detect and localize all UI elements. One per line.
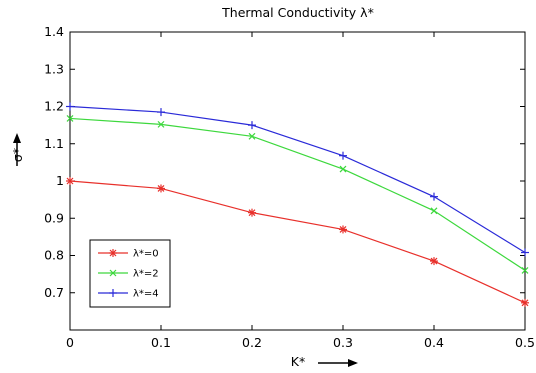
y-tick-label: 1.4 (44, 24, 64, 39)
chart-title: Thermal Conductivity λ* (221, 5, 374, 20)
data-point (339, 165, 347, 173)
x-axis-label: K* (291, 354, 305, 369)
data-point (339, 225, 347, 234)
data-point (66, 102, 74, 111)
marker-stroke (248, 209, 256, 217)
data-point (66, 114, 74, 122)
marker-stroke (521, 266, 529, 274)
legend-label: λ*=0 (133, 249, 159, 260)
data-point (248, 121, 256, 130)
series-line-1 (69, 117, 526, 271)
marker-stroke (430, 257, 438, 265)
x-axis-label-group: K* (291, 354, 358, 369)
data-point (521, 266, 529, 274)
x-axis-arrow-head (348, 359, 358, 367)
data-point (521, 298, 529, 307)
y-tick-label: 0.8 (44, 248, 64, 263)
series-line-0 (69, 180, 526, 304)
x-tick-label: 0.2 (242, 335, 262, 350)
x-axis: 0 0.1 0.2 0.3 0.4 0.5 (66, 32, 535, 350)
x-tick-label: 0.5 (515, 335, 535, 350)
legend-swatch-marker (109, 249, 117, 257)
legend-swatch-marker (109, 269, 117, 277)
data-point (157, 184, 165, 193)
marker-stroke (521, 299, 529, 307)
y-tick-label: 1.2 (44, 99, 64, 114)
series-group (66, 102, 529, 307)
y-axis-arrow-head (13, 133, 21, 143)
x-tick-label: 0.4 (424, 335, 444, 350)
data-point (521, 248, 529, 257)
marker-stroke (248, 132, 256, 140)
y-tick-label: 1.3 (44, 61, 64, 76)
y-tick-label: 1.1 (44, 136, 64, 151)
marker-stroke (157, 120, 165, 128)
marker-stroke (109, 269, 117, 277)
marker-stroke (339, 165, 347, 173)
data-point (248, 132, 256, 140)
data-point (430, 192, 438, 201)
y-tick-label: 0.7 (44, 285, 64, 300)
y-tick-label: 0.9 (44, 210, 64, 225)
series-line-2 (69, 105, 526, 254)
marker-stroke (66, 114, 74, 122)
marker-stroke (66, 177, 74, 185)
x-tick-label: 0.1 (151, 335, 171, 350)
y-axis: 0.7 0.8 0.9 1 1.1 1.2 1.3 1.4 (44, 24, 525, 300)
data-point (157, 120, 165, 128)
data-point (430, 207, 438, 215)
legend: λ*=0 λ*=2 λ*=4 (89, 239, 171, 308)
y-axis-label-group: σ* (10, 133, 25, 166)
legend-swatch-marker (109, 289, 117, 297)
marker-stroke (430, 207, 438, 215)
data-point (66, 177, 74, 185)
x-tick-label: 0.3 (333, 335, 353, 350)
x-tick-label: 0 (66, 335, 74, 350)
legend-label: λ*=2 (133, 269, 159, 280)
data-point (339, 151, 347, 160)
y-tick-label: 1 (56, 173, 64, 188)
marker-stroke (339, 226, 347, 233)
data-point (157, 108, 165, 117)
data-point (430, 257, 438, 266)
data-point (248, 208, 256, 217)
marker-stroke (109, 249, 117, 257)
marker-stroke (157, 185, 165, 192)
legend-label: λ*=4 (133, 289, 159, 300)
